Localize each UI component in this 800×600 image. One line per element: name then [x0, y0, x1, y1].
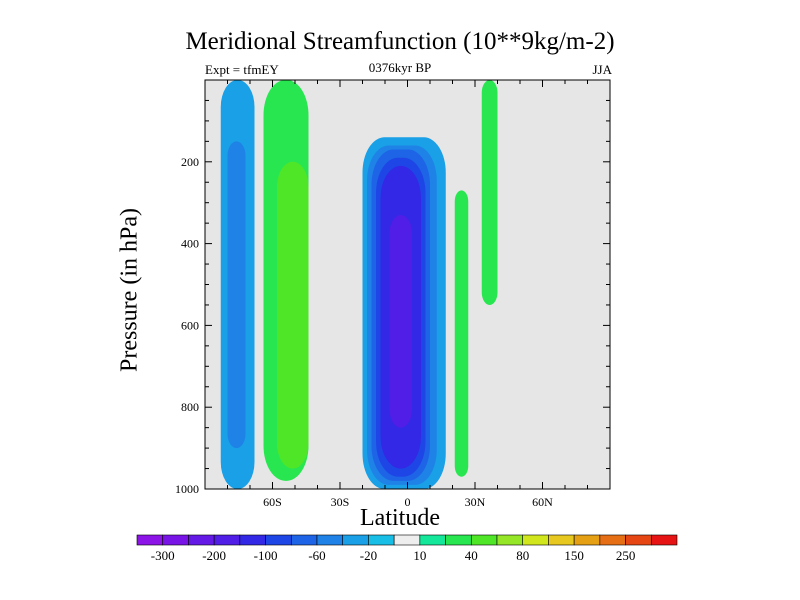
x-tick-label: 60N: [532, 495, 553, 509]
y-tick-label: 200: [181, 155, 199, 169]
chart-title: Meridional Streamfunction (10**9kg/m-2): [185, 28, 615, 55]
colorbar-box: [522, 534, 549, 546]
colorbar-box: [316, 534, 344, 546]
colorbar-box: [265, 534, 292, 546]
x-tick-label: 30S: [331, 495, 350, 509]
contour-region: [227, 141, 246, 449]
colorbar-box: [599, 534, 626, 546]
colorbar-box: [419, 534, 446, 546]
colorbar-box: [136, 534, 164, 546]
y-tick-label: 600: [181, 318, 199, 332]
contour-region: [389, 214, 412, 428]
colorbar-box: [650, 534, 678, 546]
x-tick-label: 60S: [263, 495, 282, 509]
x-tick-label: 30N: [465, 495, 486, 509]
colorbar-box: [548, 534, 575, 546]
colorbar-label: -200: [202, 548, 226, 563]
colorbar-label: -100: [254, 548, 278, 563]
colorbar-box: [239, 534, 266, 546]
colorbar-box: [496, 534, 524, 546]
colorbar-label: 80: [516, 548, 529, 563]
colorbar-box: [573, 534, 601, 546]
colorbar-label: -300: [151, 548, 175, 563]
colorbar-box: [368, 534, 395, 546]
colorbar-label: 150: [564, 548, 584, 563]
y-tick-label: 400: [181, 237, 199, 251]
colorbar-box: [470, 534, 498, 546]
colorbar-box: [213, 534, 241, 546]
colorbar-label: -60: [308, 548, 325, 563]
colorbar-box: [342, 534, 369, 546]
colorbar-box: [445, 534, 472, 546]
colorbar-label: 40: [465, 548, 478, 563]
contour-layer: [220, 80, 498, 489]
colorbar-box: [393, 534, 421, 546]
experiment-label: Expt = tfmEY: [205, 62, 279, 77]
time-label: 0376kyr BP: [368, 60, 432, 75]
colorbar-box: [625, 534, 652, 546]
contour-region: [454, 190, 469, 477]
x-axis-label: Latitude: [360, 505, 440, 531]
colorbar-box: [290, 534, 318, 546]
contour-region: [481, 80, 498, 305]
colorbar-box: [188, 534, 215, 546]
season-label: JJA: [592, 62, 612, 77]
y-tick-label: 800: [181, 400, 199, 414]
contour-region: [277, 161, 309, 469]
colorbar-label: -20: [360, 548, 377, 563]
x-tick-label: 0: [405, 495, 411, 509]
y-tick-label: 1000: [175, 482, 199, 496]
colorbar-box: [162, 534, 189, 546]
colorbar-label: 250: [616, 548, 636, 563]
colorbar-label: 10: [413, 548, 426, 563]
